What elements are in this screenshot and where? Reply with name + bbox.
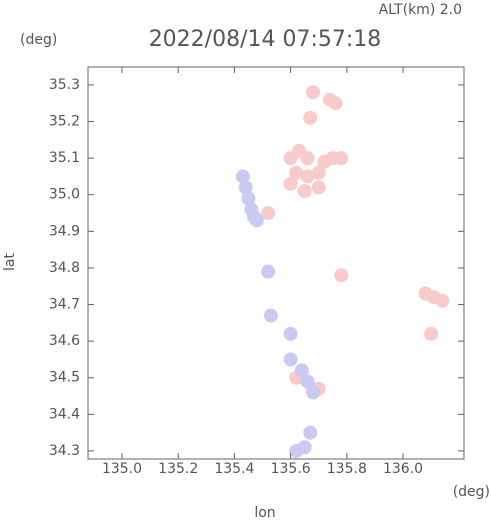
echo-point [283, 326, 298, 341]
y-tick-label: 34.5 [49, 370, 80, 386]
chart-title: 2022/08/14 07:57:18 [149, 27, 382, 52]
echo-point [300, 151, 315, 166]
echo-point [283, 352, 298, 367]
x-tick-label: 135.4 [214, 461, 254, 477]
y-tick-label: 34.9 [49, 223, 80, 239]
echo-point [311, 165, 326, 180]
echo-point [334, 268, 349, 283]
plot-area [235, 85, 450, 458]
x-tick-label: 135.6 [271, 461, 311, 477]
altitude-label: ALT(km) 2.0 [379, 2, 462, 18]
echo-point [283, 176, 298, 191]
y-tick-label: 34.6 [49, 333, 80, 349]
echo-point [297, 184, 312, 199]
echo-point [235, 169, 250, 184]
y-tick-label: 34.7 [49, 297, 80, 313]
x-tick-label: 135.2 [158, 461, 198, 477]
echo-point [238, 180, 253, 195]
echo-point [300, 169, 315, 184]
y-tick-label: 34.3 [49, 443, 80, 459]
echo-point [294, 363, 309, 378]
x-tick-label: 135.8 [327, 461, 367, 477]
y-tick-label: 34.4 [49, 406, 80, 422]
echo-point [306, 385, 321, 400]
echo-point [334, 151, 349, 166]
y-tick-label: 34.8 [49, 260, 80, 276]
echo-point [306, 85, 321, 100]
y-axis-title: lat [2, 253, 18, 271]
y-unit: (deg) [20, 32, 57, 48]
echo-point [249, 213, 264, 228]
echo-point [424, 326, 439, 341]
x-unit: (deg) [453, 484, 490, 500]
echo-point [435, 293, 450, 308]
echo-point [303, 110, 318, 125]
echo-point [289, 443, 304, 458]
echo-point [261, 264, 276, 279]
x-tick-label: 135.0 [102, 461, 142, 477]
x-tick-label: 136.0 [383, 461, 423, 477]
echo-point [300, 374, 315, 389]
y-tick-label: 35.2 [49, 114, 80, 130]
y-tick-label: 35.1 [49, 150, 80, 166]
y-tick-label: 35.3 [49, 77, 80, 93]
x-axis-title: lon [254, 505, 275, 521]
echo-point [322, 92, 337, 107]
echo-point [263, 308, 278, 323]
plot-frame [87, 66, 465, 460]
echo-point [289, 165, 304, 180]
echo-point [261, 206, 276, 221]
y-tick-label: 35.0 [49, 187, 80, 203]
echo-point [241, 191, 256, 206]
echo-point [311, 180, 326, 195]
echo-point [303, 425, 318, 440]
